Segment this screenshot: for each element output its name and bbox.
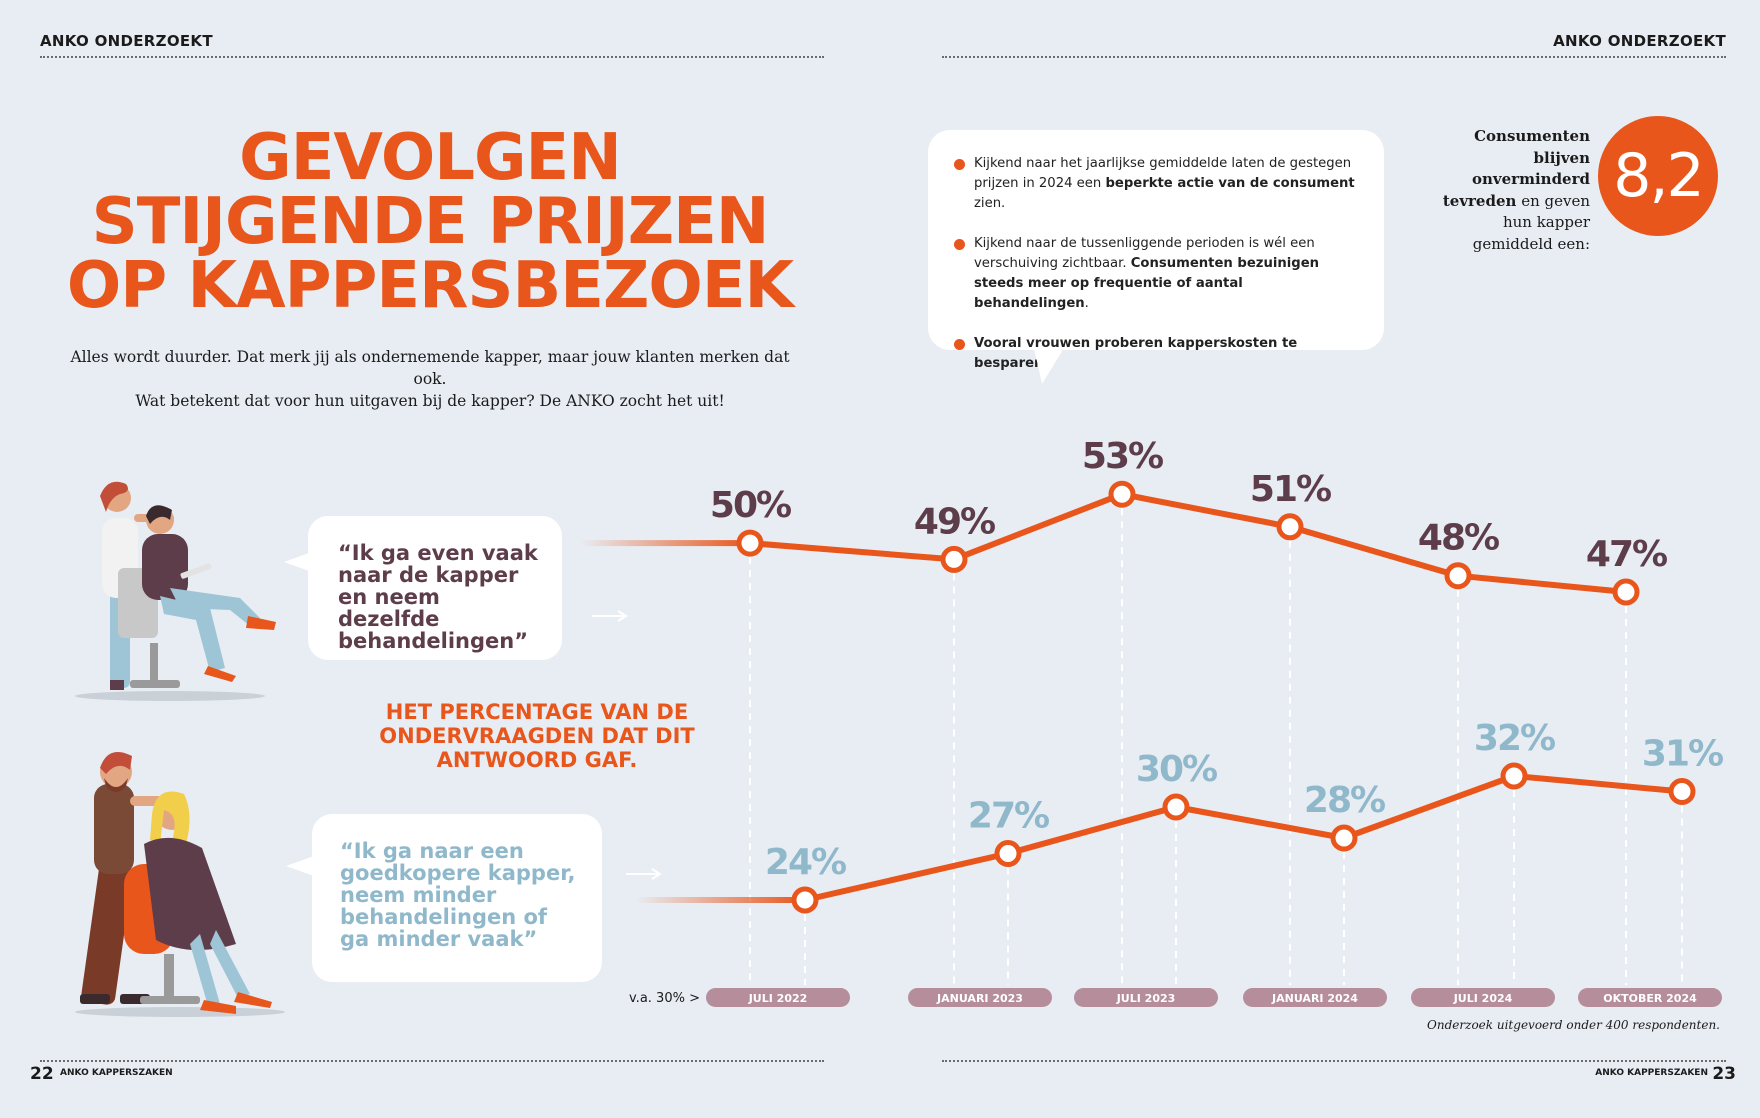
axis-tick-label: JULI 2024 (1453, 992, 1513, 1005)
data-label: 51% (1250, 469, 1331, 510)
satisfaction-rest: en geven hun kapper gemiddeld een: (1472, 191, 1590, 253)
axis-tag (1578, 988, 1722, 1007)
page-number-left: 22 (30, 1064, 54, 1084)
quote-bubble-1: “Ik ga even vaak naar de kapper en neem … (308, 516, 562, 660)
data-point (1162, 793, 1190, 821)
title-line-2: STIJGENDE PRIJZEN (91, 185, 770, 259)
data-point (736, 529, 764, 557)
satisfaction-bold: Consumenten blijven onverminderd tevrede… (1442, 127, 1590, 210)
satisfaction-text: Consumenten blijven onverminderd tevrede… (1420, 126, 1590, 255)
data-point (940, 545, 968, 573)
data-label: 27% (968, 796, 1049, 837)
data-label: 28% (1304, 780, 1385, 821)
header-divider-left (40, 56, 824, 58)
data-label: 53% (1082, 436, 1163, 477)
data-point (994, 840, 1022, 867)
axis-tag (1243, 988, 1387, 1007)
finding-2-bold: Consumenten bezuinigen steeds meer op fr… (974, 256, 1320, 311)
finding-2-end: . (1084, 296, 1089, 311)
axis-tag (1411, 988, 1555, 1007)
finding-2-text: Kijkend naar de tussenliggende perioden … (974, 236, 1315, 271)
chart-title: HET PERCENTAGE VAN DE ONDERVRAAGDEN DAT … (379, 700, 695, 772)
footer-label-right: ANKO KAPPERSZAKEN (1595, 1068, 1708, 1078)
data-label: 49% (914, 501, 995, 542)
data-point (791, 886, 819, 914)
intro-line-1: Alles wordt duurder. Dat merk jij als on… (70, 348, 790, 388)
footer-divider-left (40, 1060, 824, 1062)
data-label: 30% (1136, 749, 1217, 790)
finding-2: Kijkend naar de tussenliggende perioden … (954, 234, 1358, 314)
axis-tick-label: JULI 2022 (748, 992, 808, 1005)
data-point (1108, 480, 1136, 508)
arrow-icon (592, 610, 628, 622)
axis-tag (1074, 988, 1218, 1007)
hairdresser-illustration-1 (75, 481, 276, 701)
footer-label-left: ANKO KAPPERSZAKEN (60, 1068, 173, 1078)
header-divider-right (942, 56, 1726, 58)
hairdresser-illustration-2 (75, 752, 285, 1017)
data-point (1444, 562, 1472, 590)
findings-bubble: Kijkend naar het jaarlijkse gemiddelde l… (928, 130, 1384, 371)
line-chart: 50% 49% 53% 51% 48% 47% 24% 27% 30% 28% 32% 31% JULI… (580, 436, 1725, 1007)
finding-1-bold: beperkte actie van de consument (1105, 176, 1355, 191)
data-label: 32% (1474, 718, 1555, 759)
intro-text: Alles wordt duurder. Dat merk jij als on… (60, 346, 800, 412)
data-point (1330, 824, 1358, 852)
data-label: 24% (765, 842, 846, 883)
quote-1-text: “Ik ga even vaak naar de kapper en neem … (338, 541, 538, 653)
finding-3-bold: Vooral vrouwen proberen kapperskosten te… (974, 336, 1298, 371)
lead-in-line (580, 540, 750, 547)
data-label: 31% (1642, 734, 1723, 775)
bubble-tail (1034, 348, 1064, 384)
header-right: ANKO ONDERZOEKT (1553, 32, 1726, 50)
data-label: 50% (710, 485, 791, 526)
quote-1-tail (284, 552, 312, 572)
axis-tick-label: OKTOBER 2024 (1603, 992, 1697, 1005)
footer-divider-right (942, 1060, 1726, 1062)
lead-in-line (635, 897, 805, 903)
data-point (1500, 762, 1528, 790)
data-point (1276, 513, 1304, 541)
finding-1-text: Kijkend naar het jaarlijkse gemiddelde l… (974, 156, 1352, 191)
title-line-1: GEVOLGEN (239, 121, 622, 195)
data-label: 48% (1418, 518, 1499, 559)
axis-tick-label: JANUARI 2024 (1271, 992, 1358, 1005)
finding-1: Kijkend naar het jaarlijkse gemiddelde l… (954, 154, 1358, 214)
title-line-3: OP KAPPERSBEZOEK (66, 249, 794, 323)
finding-1-end: zien. (974, 196, 1006, 211)
quote-bubble-2: “Ik ga naar een goedkopere kapper, neem … (312, 814, 602, 982)
data-label: 47% (1586, 534, 1667, 575)
quote-2-tail (286, 856, 314, 876)
page-title: GEVOLGEN STIJGENDE PRIJZEN OP KAPPERSBEZ… (60, 126, 800, 318)
arrow-icon (626, 868, 662, 880)
series-line (749, 491, 1627, 595)
research-note: Onderzoek uitgevoerd onder 400 responden… (1427, 1018, 1720, 1032)
satisfaction-score-badge: 8,2 (1598, 116, 1718, 236)
intro-line-2: Wat betekent dat voor hun uitgaven bij d… (135, 392, 725, 410)
axis-tick-label: JANUARI 2023 (936, 992, 1023, 1005)
axis-tick-label: JULI 2023 (1116, 992, 1176, 1005)
quote-2-text: “Ik ga naar een goedkopere kapper, neem … (340, 839, 576, 951)
data-point (1668, 778, 1696, 805)
axis-tag (706, 988, 850, 1007)
axis-tag (908, 988, 1052, 1007)
page-number-right: 23 (1712, 1064, 1736, 1084)
header-left: ANKO ONDERZOEKT (40, 32, 213, 50)
series-line (804, 773, 1683, 903)
axis-prefix: v.a. 30% > (629, 991, 700, 1006)
data-point (1612, 578, 1640, 606)
